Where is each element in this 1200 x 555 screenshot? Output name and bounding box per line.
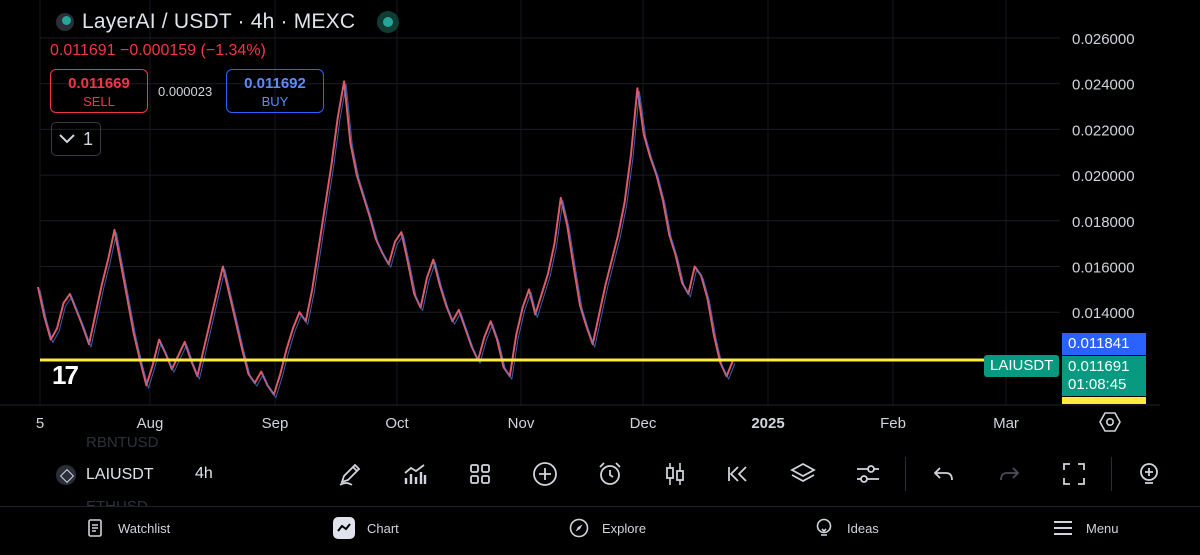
price-series-line xyxy=(37,80,734,396)
time-tick-label: Mar xyxy=(993,415,1019,432)
chart-header: LayerAI / USDT · 4h · MEXC xyxy=(56,10,400,34)
redo-button[interactable] xyxy=(991,456,1027,492)
chart-icon xyxy=(333,517,355,539)
sell-price: 0.011669 xyxy=(68,75,130,92)
sell-label: SELL xyxy=(83,94,115,109)
price-chart[interactable]: 0.026000 0.024000 0.022000 0.020000 0.018000… xyxy=(0,0,1200,440)
symbol-logo-icon xyxy=(56,13,74,31)
pencil-icon xyxy=(339,463,361,486)
symbol-icon xyxy=(56,465,76,485)
add-button[interactable] xyxy=(527,456,563,492)
indicators-collapse-button[interactable]: 1 xyxy=(51,122,101,156)
undo-icon xyxy=(933,467,953,481)
compass-icon xyxy=(568,517,590,539)
nav-explore-label: Explore xyxy=(602,520,647,536)
buy-label: BUY xyxy=(261,94,289,109)
price-tick-label: 0.018000 xyxy=(1072,214,1135,231)
tradingview-logo: 17 xyxy=(52,360,79,390)
watchlist-ghost-item: ETHUSD xyxy=(86,498,148,506)
chart-settings-icon[interactable] xyxy=(1098,410,1122,434)
chart-canvas[interactable]: 0.026000 0.024000 0.022000 0.020000 0.018000… xyxy=(0,0,1200,440)
price-tick-label: 0.016000 xyxy=(1072,260,1135,277)
time-tick-label: Dec xyxy=(630,415,657,432)
price-tick-label: 0.022000 xyxy=(1072,122,1135,139)
price-tick-label: 0.024000 xyxy=(1072,77,1135,94)
redo-icon xyxy=(1000,467,1020,481)
alarm-icon xyxy=(599,462,621,485)
price-tick-label: 0.026000 xyxy=(1072,31,1135,48)
watchlist-icon xyxy=(84,517,106,539)
time-tick-label: 2025 xyxy=(751,415,784,432)
publish-idea-button[interactable] xyxy=(1136,456,1164,492)
layouts-button[interactable] xyxy=(462,456,498,492)
layers-icon xyxy=(790,462,816,483)
high-price-tag: 0.011841 xyxy=(1062,333,1146,355)
time-tick-label: 5 xyxy=(36,415,44,432)
price-tick-label: 0.020000 xyxy=(1072,168,1135,185)
indicator-count: 1 xyxy=(82,128,93,149)
price-axis[interactable]: 0.026000 0.024000 0.022000 0.020000 0.018000… xyxy=(1072,31,1135,322)
indicators-button[interactable] xyxy=(397,456,433,492)
time-tick-label: Sep xyxy=(262,415,289,432)
nav-menu-label: Menu xyxy=(1086,520,1119,536)
toolbar-divider xyxy=(905,457,906,491)
toolbar-divider xyxy=(1111,457,1112,491)
rewind-icon xyxy=(728,466,747,482)
price-change-quote: 0.011691 −0.000159 (−1.34%) xyxy=(50,42,266,59)
hamburger-menu-icon xyxy=(1052,517,1074,539)
interval-selector[interactable]: 4h xyxy=(195,465,213,482)
chart-grid xyxy=(0,0,1160,406)
market-open-indicator-icon xyxy=(377,11,400,33)
bar-countdown: 01:08:45 xyxy=(1068,376,1127,393)
sell-button[interactable]: 0.011669 SELL xyxy=(50,69,148,113)
chart-title[interactable]: LayerAI / USDT · 4h · MEXC xyxy=(82,10,356,33)
toolbar-symbol: LAIUSDT xyxy=(86,466,154,483)
line-price-tag xyxy=(1062,397,1146,404)
grid-icon xyxy=(470,464,490,484)
nav-chart-label: Chart xyxy=(367,520,399,536)
replay-button[interactable] xyxy=(720,456,756,492)
sliders-icon xyxy=(857,465,879,483)
lightbulb-icon xyxy=(813,517,835,539)
idea-plus-icon xyxy=(1140,463,1158,484)
buy-price: 0.011692 xyxy=(244,75,306,92)
drawing-tools-button[interactable] xyxy=(332,456,368,492)
symbol-price-label: LAIUSDT xyxy=(984,355,1060,377)
bottom-navigation: Watchlist Chart Explore Ideas Menu xyxy=(0,506,1200,555)
plus-circle-icon xyxy=(533,462,557,486)
undo-button[interactable] xyxy=(926,456,962,492)
symbol-selector[interactable]: LAIUSDT xyxy=(56,465,154,485)
nav-ideas-label: Ideas xyxy=(847,520,879,536)
time-tick-label: Aug xyxy=(137,415,164,432)
nav-menu[interactable]: Menu xyxy=(1052,517,1119,539)
spread-value: 0.000023 xyxy=(158,84,213,99)
nav-explore[interactable]: Explore xyxy=(568,517,646,539)
object-tree-button[interactable] xyxy=(785,456,821,492)
buy-button[interactable]: 0.011692 BUY xyxy=(226,69,324,113)
indicators-icon xyxy=(404,464,427,484)
time-axis[interactable]: 5 Aug Sep Oct Nov Dec 2025 Feb Mar xyxy=(36,415,1019,432)
time-tick-label: Nov xyxy=(508,415,535,432)
fullscreen-button[interactable] xyxy=(1056,456,1092,492)
price-series-line-shadow xyxy=(39,83,736,398)
last-price-tag: 0.011691 01:08:45 xyxy=(1062,356,1146,396)
nav-watchlist[interactable]: Watchlist xyxy=(84,517,170,539)
chevron-down-icon xyxy=(59,134,75,144)
watchlist-ghost-item: RBNTUSD xyxy=(86,434,159,451)
time-tick-label: Oct xyxy=(385,415,409,432)
chart-settings-button[interactable] xyxy=(850,456,886,492)
chart-toolbar: LAIUSDT 4h xyxy=(0,445,1200,503)
nav-watchlist-label: Watchlist xyxy=(118,520,171,536)
last-price-value: 0.011691 xyxy=(1068,358,1130,375)
time-tick-label: Feb xyxy=(880,415,906,432)
alert-button[interactable] xyxy=(592,456,628,492)
nav-ideas[interactable]: Ideas xyxy=(813,517,879,539)
nav-chart[interactable]: Chart xyxy=(333,517,399,539)
chart-type-button[interactable] xyxy=(657,456,693,492)
fullscreen-icon xyxy=(1063,463,1085,485)
price-tick-label: 0.014000 xyxy=(1072,305,1135,322)
candles-icon xyxy=(666,463,684,485)
